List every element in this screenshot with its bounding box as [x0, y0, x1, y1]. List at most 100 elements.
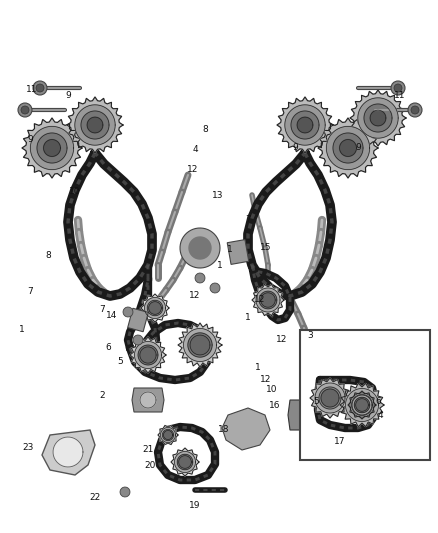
Polygon shape — [291, 111, 319, 139]
Text: 2: 2 — [99, 391, 105, 400]
Polygon shape — [190, 335, 210, 355]
Polygon shape — [81, 111, 109, 139]
Polygon shape — [147, 300, 162, 316]
Polygon shape — [130, 337, 166, 373]
Polygon shape — [30, 126, 74, 169]
Polygon shape — [42, 430, 95, 475]
Polygon shape — [333, 133, 363, 163]
Text: 4: 4 — [192, 146, 198, 155]
Text: 1: 1 — [245, 313, 251, 322]
Polygon shape — [141, 294, 169, 322]
Polygon shape — [37, 133, 67, 163]
Text: 9: 9 — [292, 143, 298, 152]
Polygon shape — [188, 333, 212, 357]
Text: 6: 6 — [105, 343, 111, 352]
Circle shape — [33, 81, 47, 95]
Polygon shape — [140, 347, 156, 363]
Text: 9: 9 — [65, 91, 71, 100]
Polygon shape — [138, 345, 158, 365]
Polygon shape — [310, 378, 350, 418]
Polygon shape — [140, 392, 156, 408]
Polygon shape — [261, 293, 275, 307]
Text: 3: 3 — [307, 330, 313, 340]
Polygon shape — [120, 487, 130, 497]
Polygon shape — [87, 117, 103, 133]
Text: 12: 12 — [276, 335, 288, 344]
Text: 9: 9 — [355, 143, 361, 152]
Circle shape — [394, 84, 402, 92]
Polygon shape — [75, 105, 115, 145]
Text: 13: 13 — [212, 190, 224, 199]
Polygon shape — [252, 285, 284, 316]
Polygon shape — [352, 394, 372, 416]
Text: 10: 10 — [266, 385, 278, 394]
Text: 5: 5 — [313, 398, 319, 407]
Text: 1: 1 — [19, 326, 25, 335]
Text: 7: 7 — [245, 215, 251, 224]
Polygon shape — [163, 431, 173, 440]
Polygon shape — [285, 105, 325, 145]
Text: 4: 4 — [377, 410, 383, 419]
Polygon shape — [348, 391, 376, 419]
Polygon shape — [162, 430, 173, 440]
Polygon shape — [339, 140, 357, 156]
Polygon shape — [259, 291, 277, 309]
Text: 16: 16 — [269, 400, 281, 409]
Text: 11: 11 — [26, 85, 38, 94]
Polygon shape — [128, 308, 148, 332]
Polygon shape — [149, 302, 161, 314]
Polygon shape — [364, 104, 392, 132]
Polygon shape — [358, 98, 398, 138]
Polygon shape — [370, 110, 386, 126]
Polygon shape — [195, 273, 205, 283]
Polygon shape — [160, 427, 176, 442]
Polygon shape — [356, 399, 368, 411]
Text: 21: 21 — [142, 446, 154, 455]
Polygon shape — [346, 389, 378, 422]
Text: 9: 9 — [27, 135, 33, 144]
Polygon shape — [319, 387, 341, 409]
Polygon shape — [277, 97, 333, 153]
Text: 15: 15 — [260, 244, 272, 253]
Text: 5: 5 — [117, 358, 123, 367]
Text: 23: 23 — [22, 443, 34, 453]
Polygon shape — [123, 307, 133, 317]
Polygon shape — [178, 323, 222, 367]
Polygon shape — [179, 456, 191, 469]
Polygon shape — [300, 405, 320, 425]
Text: 20: 20 — [144, 462, 155, 471]
Text: 1: 1 — [255, 364, 261, 373]
Polygon shape — [227, 240, 249, 264]
Text: 6: 6 — [375, 398, 381, 407]
Polygon shape — [354, 397, 370, 413]
Polygon shape — [53, 437, 83, 467]
Circle shape — [408, 103, 422, 117]
Circle shape — [21, 106, 29, 114]
Text: 14: 14 — [106, 311, 118, 320]
Polygon shape — [350, 393, 374, 417]
Polygon shape — [315, 383, 345, 413]
Polygon shape — [189, 237, 211, 259]
Polygon shape — [171, 448, 199, 476]
Text: 12: 12 — [187, 166, 199, 174]
Text: 10: 10 — [69, 188, 81, 197]
Text: 7: 7 — [27, 287, 33, 296]
Polygon shape — [297, 117, 313, 133]
Polygon shape — [326, 126, 370, 169]
Polygon shape — [174, 451, 195, 472]
Polygon shape — [180, 228, 220, 268]
Text: 1: 1 — [227, 246, 233, 254]
Polygon shape — [350, 90, 406, 146]
Polygon shape — [222, 408, 270, 450]
Polygon shape — [132, 388, 164, 412]
Bar — [300, 330, 430, 460]
Polygon shape — [256, 288, 280, 312]
Text: 12: 12 — [260, 376, 272, 384]
Text: 18: 18 — [218, 425, 230, 434]
Polygon shape — [134, 342, 162, 368]
Text: 12: 12 — [254, 295, 266, 304]
Polygon shape — [145, 297, 166, 319]
Text: 8: 8 — [45, 251, 51, 260]
Polygon shape — [210, 283, 220, 293]
Polygon shape — [318, 118, 378, 178]
